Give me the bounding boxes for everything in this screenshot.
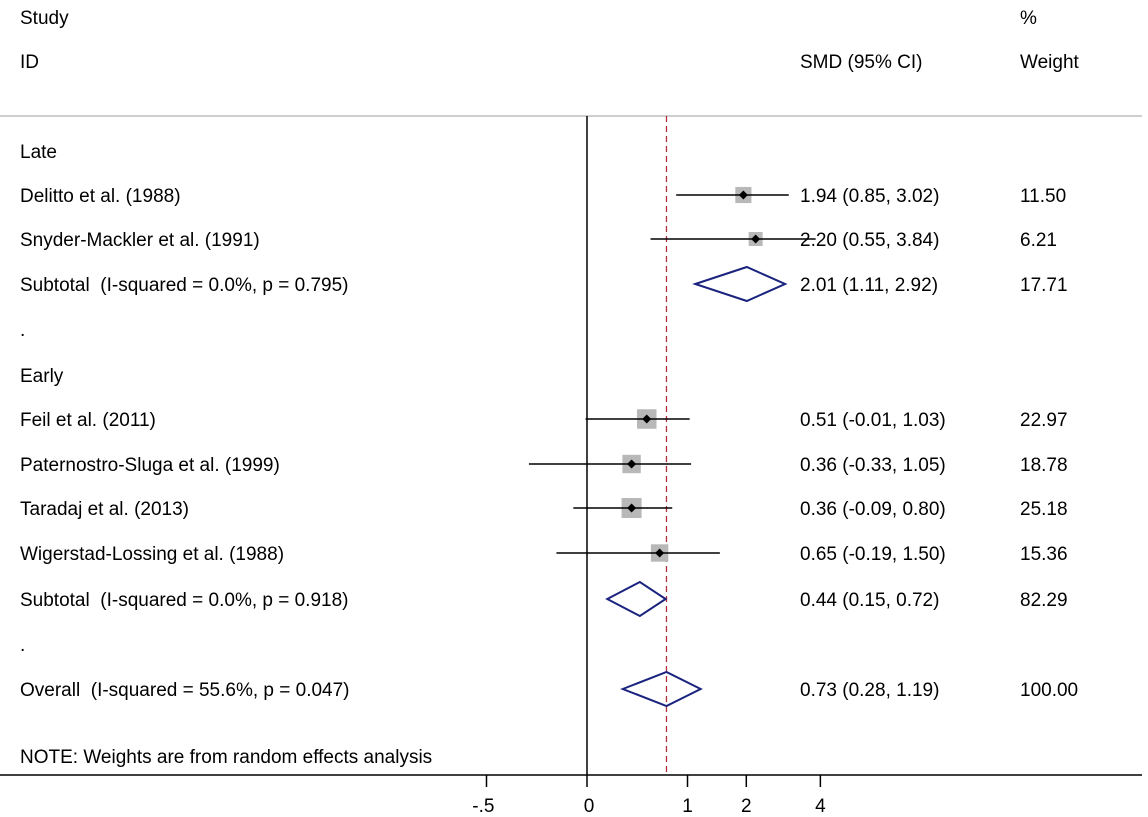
header-weight-symbol: % (1020, 8, 1037, 29)
row-label: Paternostro-Sluga et al. (1999) (20, 455, 280, 476)
row-label: Early (20, 366, 64, 387)
x-tick-label: 1 (682, 796, 693, 817)
row-label: Overall (I-squared = 55.6%, p = 0.047) (20, 680, 350, 701)
subtotal-diamond (692, 265, 788, 303)
ci-value: 0.65 (-0.19, 1.50) (800, 544, 946, 565)
weight-value: 11.50 (1020, 186, 1066, 207)
point-estimate (642, 414, 652, 424)
weights-note: NOTE: Weights are from random effects an… (20, 747, 432, 768)
ci-value: 0.73 (0.28, 1.19) (800, 680, 939, 701)
ci-value: 0.51 (-0.01, 1.03) (800, 410, 946, 431)
x-tick-label: 0 (584, 796, 595, 817)
ci-value: 2.01 (1.11, 2.92) (800, 275, 938, 296)
row-label: Subtotal (I-squared = 0.0%, p = 0.795) (20, 275, 348, 296)
point-estimate (751, 234, 761, 244)
weight-value: 82.29 (1020, 590, 1068, 611)
row-label: Subtotal (I-squared = 0.0%, p = 0.918) (20, 590, 348, 611)
row-label: Delitto et al. (1988) (20, 186, 181, 207)
ci-value: 0.36 (-0.09, 0.80) (800, 499, 946, 520)
header-weight: Weight (1020, 52, 1080, 73)
weight-value: 18.78 (1020, 455, 1068, 476)
point-estimate (627, 459, 637, 469)
ci-value: 0.44 (0.15, 0.72) (800, 590, 939, 611)
weight-value: 25.18 (1020, 499, 1068, 520)
ci-value: 0.36 (-0.33, 1.05) (800, 455, 946, 476)
x-tick-label: 4 (815, 796, 826, 817)
header-study: Study (20, 8, 69, 29)
x-axis-ticks: -.5 0 1 2 4 (472, 775, 826, 817)
weight-value: 17.71 (1020, 275, 1068, 296)
overall-diamond (620, 670, 703, 708)
header-id: ID (20, 52, 39, 73)
row-label: . (20, 635, 25, 656)
row-label: Feil et al. (2011) (20, 410, 156, 431)
row-label: Taradaj et al. (2013) (20, 499, 189, 520)
study-rows: Late Delitto et al. (1988) 1.94 (0.85, 3.0… (20, 142, 1078, 708)
ci-value: 1.94 (0.85, 3.02) (800, 186, 939, 207)
weight-value: 6.21 (1020, 230, 1057, 251)
row-label: Late (20, 142, 57, 163)
subtotal-diamond (605, 580, 668, 618)
weight-value: 15.36 (1020, 544, 1068, 565)
row-label: Wigerstad-Lossing et al. (1988) (20, 544, 284, 565)
point-estimate (627, 503, 637, 513)
weight-value: 100.00 (1020, 680, 1078, 701)
x-tick-label: -.5 (472, 796, 494, 817)
weight-value: 22.97 (1020, 410, 1068, 431)
point-estimate (738, 190, 748, 200)
x-tick-label: 2 (741, 796, 752, 817)
header-effect: SMD (95% CI) (800, 52, 922, 73)
point-estimate (655, 548, 665, 558)
ci-value: 2.20 (0.55, 3.84) (800, 230, 939, 251)
row-label: . (20, 320, 25, 341)
row-label: Snyder-Mackler et al. (1991) (20, 230, 260, 251)
